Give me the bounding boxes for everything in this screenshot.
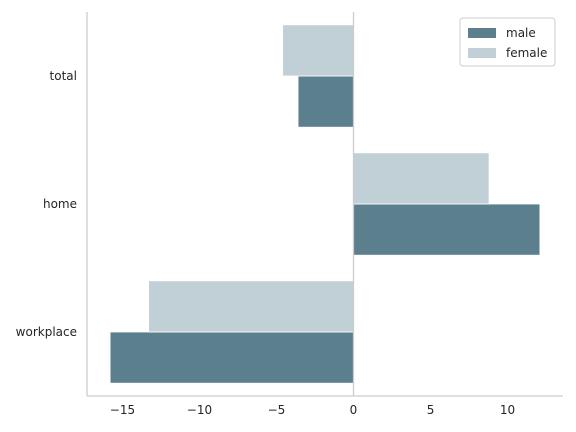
x-tick-label: −5 xyxy=(268,403,286,417)
legend-swatch-male xyxy=(468,28,496,38)
x-tick-label: 10 xyxy=(500,403,515,417)
legend-swatch-female xyxy=(468,48,496,58)
bar-female-workplace xyxy=(148,280,354,333)
legend-items: male female xyxy=(468,26,547,60)
bar-male-workplace xyxy=(109,331,354,384)
bar-female-total xyxy=(282,24,354,77)
legend: male female xyxy=(459,17,556,67)
x-tick-label: 0 xyxy=(350,403,358,417)
legend-label-female: female xyxy=(506,46,547,60)
legend-label-male: male xyxy=(506,26,536,40)
bar-male-total xyxy=(297,75,354,128)
bars-layer xyxy=(109,24,541,384)
category-labels: total home workplace xyxy=(16,69,77,339)
x-tick-labels: −15 −10 −5 0 5 10 xyxy=(110,403,515,417)
x-tick-label: 5 xyxy=(427,403,435,417)
x-tick-label: −15 xyxy=(110,403,135,417)
bar-male-home xyxy=(353,203,541,256)
bar-female-home xyxy=(353,152,490,205)
category-label-workplace: workplace xyxy=(16,325,77,339)
category-label-home: home xyxy=(43,197,77,211)
category-label-total: total xyxy=(50,69,77,83)
x-tick-label: −10 xyxy=(187,403,212,417)
